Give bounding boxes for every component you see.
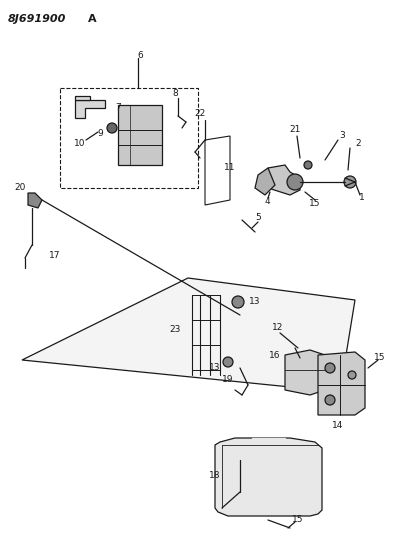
Polygon shape (75, 96, 90, 100)
Text: 13: 13 (209, 364, 221, 373)
Text: 18: 18 (209, 472, 221, 481)
Text: 17: 17 (49, 251, 61, 260)
Text: 12: 12 (272, 324, 284, 333)
Circle shape (287, 174, 303, 190)
Text: 15: 15 (309, 199, 321, 208)
Text: 20: 20 (14, 183, 26, 192)
Polygon shape (75, 100, 105, 118)
Text: 13: 13 (249, 297, 261, 306)
Text: 21: 21 (289, 125, 301, 134)
Polygon shape (118, 105, 162, 165)
Text: 16: 16 (269, 351, 281, 359)
Text: 6: 6 (137, 51, 143, 60)
Text: 9: 9 (97, 130, 103, 139)
Polygon shape (28, 193, 42, 208)
Text: 10: 10 (74, 139, 86, 148)
Circle shape (304, 161, 312, 169)
Polygon shape (252, 438, 285, 450)
Text: A: A (88, 14, 97, 24)
Polygon shape (22, 278, 355, 392)
Circle shape (223, 357, 233, 367)
Circle shape (348, 371, 356, 379)
Text: 15: 15 (292, 515, 304, 524)
Text: 8J691900: 8J691900 (8, 14, 66, 24)
Text: 7: 7 (115, 103, 121, 112)
Text: 22: 22 (194, 109, 206, 118)
Text: 11: 11 (224, 164, 236, 173)
Polygon shape (268, 165, 300, 195)
Polygon shape (285, 350, 325, 395)
Circle shape (107, 123, 117, 133)
Text: 1: 1 (359, 193, 365, 203)
Text: 4: 4 (264, 198, 270, 206)
Polygon shape (215, 438, 322, 516)
Text: 5: 5 (255, 214, 261, 222)
Text: 8: 8 (172, 88, 178, 98)
Bar (60, 88, 198, 188)
Circle shape (325, 395, 335, 405)
Text: 3: 3 (339, 131, 345, 140)
Polygon shape (255, 168, 275, 195)
Circle shape (325, 363, 335, 373)
Text: 15: 15 (374, 353, 386, 362)
Text: 19: 19 (222, 376, 234, 384)
Circle shape (344, 176, 356, 188)
Text: 2: 2 (355, 139, 361, 148)
Text: 14: 14 (332, 421, 344, 430)
Circle shape (232, 296, 244, 308)
Polygon shape (318, 352, 365, 415)
Text: 23: 23 (169, 326, 181, 335)
